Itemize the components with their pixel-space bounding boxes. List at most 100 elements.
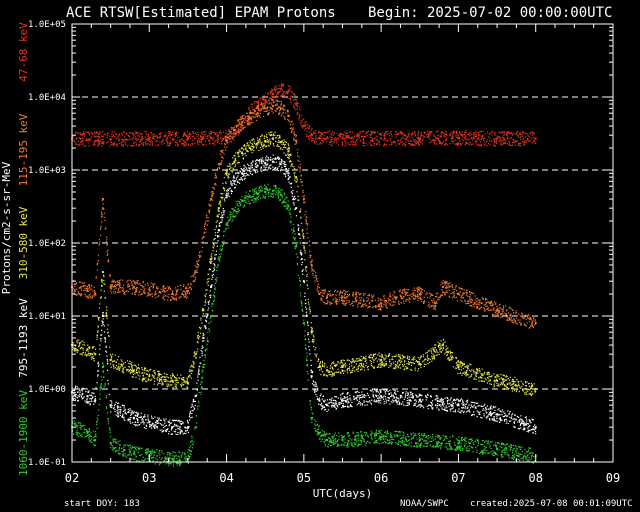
data-point [314, 275, 317, 277]
data-point [462, 294, 464, 296]
data-point [264, 144, 266, 146]
data-point [338, 138, 340, 140]
data-point [332, 138, 334, 140]
data-point [226, 140, 228, 143]
data-point [135, 371, 137, 373]
data-point [318, 130, 320, 132]
data-point [314, 132, 317, 135]
data-point [79, 287, 81, 289]
data-point [284, 93, 286, 95]
data-point [322, 141, 324, 143]
data-point [438, 344, 440, 347]
data-point [313, 336, 315, 338]
data-point [300, 216, 302, 218]
data-point [221, 156, 223, 158]
data-point [343, 297, 346, 299]
data-point [467, 365, 470, 367]
data-point [298, 114, 300, 116]
data-point [171, 133, 173, 136]
gridlines [72, 96, 613, 390]
data-point [345, 132, 347, 134]
data-point [195, 270, 197, 273]
data-point [239, 119, 241, 121]
data-point [380, 358, 383, 361]
data-point [74, 345, 76, 347]
data-point [334, 371, 336, 373]
data-point [165, 134, 167, 136]
data-point [253, 141, 255, 143]
data-point [141, 136, 143, 139]
data-point [377, 366, 379, 368]
data-point [298, 156, 300, 158]
data-point [422, 135, 424, 137]
data-point [457, 133, 459, 135]
data-point [301, 184, 303, 186]
data-point [272, 100, 274, 102]
data-point [190, 137, 192, 139]
data-point [197, 336, 199, 338]
data-point [351, 370, 353, 372]
data-point [89, 289, 91, 291]
data-point [479, 308, 481, 310]
data-point [259, 135, 262, 137]
data-point [190, 134, 192, 136]
data-point [257, 109, 259, 111]
data-point [334, 139, 336, 141]
data-point [134, 292, 136, 294]
data-point [98, 139, 100, 142]
data-point [303, 245, 305, 247]
data-point [241, 118, 244, 120]
data-point [209, 261, 211, 263]
data-point [195, 356, 197, 358]
data-point [331, 140, 333, 143]
data-point [214, 183, 216, 185]
data-point [523, 324, 526, 326]
data-point [370, 362, 372, 365]
data-point [119, 366, 121, 368]
data-point [281, 113, 283, 115]
data-point [533, 140, 535, 143]
data-point [524, 140, 526, 142]
data-point [227, 138, 229, 141]
data-point [116, 145, 118, 147]
data-point [88, 294, 91, 296]
data-point [268, 112, 270, 114]
data-point [151, 132, 153, 134]
data-point [118, 284, 120, 286]
data-point [481, 135, 483, 137]
data-point [418, 367, 420, 370]
data-point [122, 144, 124, 146]
data-point [405, 135, 407, 137]
data-point [405, 368, 408, 370]
data-point [440, 131, 442, 134]
data-point [214, 176, 216, 179]
data-point [151, 144, 153, 147]
data-point [168, 286, 170, 289]
data-point [464, 366, 466, 368]
data-point [169, 141, 172, 143]
data-point [488, 301, 490, 303]
data-point [436, 302, 438, 304]
data-point [112, 135, 114, 137]
data-point [512, 141, 515, 143]
data-point [335, 298, 337, 300]
data-point [483, 308, 486, 310]
data-point [195, 357, 197, 359]
data-point [331, 372, 333, 374]
data-point [492, 144, 494, 146]
data-point [508, 319, 510, 321]
data-point [101, 214, 103, 216]
data-point [319, 364, 321, 367]
data-point [237, 129, 239, 131]
data-point [380, 305, 382, 307]
data-point [451, 357, 453, 359]
data-point [456, 136, 458, 139]
data-point [367, 295, 369, 297]
data-point [134, 131, 136, 133]
data-point [519, 315, 522, 317]
data-point [211, 257, 213, 259]
data-point [133, 364, 135, 366]
data-point [329, 365, 332, 367]
data-point [258, 140, 260, 142]
data-point [134, 293, 137, 296]
